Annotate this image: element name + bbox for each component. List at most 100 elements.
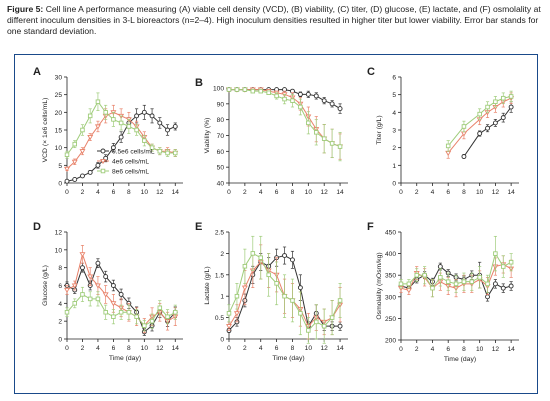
data-point [95,99,101,104]
data-point [80,173,85,179]
y-tick-label: 12 [55,230,63,237]
x-tick-label: 6 [446,346,450,353]
data-point [242,263,248,269]
series-3 [226,235,343,344]
x-axis-label: Time (day) [444,356,476,363]
data-point [438,275,443,280]
data-point [461,124,467,129]
y-tick-label: 0 [58,181,62,188]
data-point [173,150,178,156]
data-point [226,311,232,316]
y-tick-label: 50 [217,165,225,172]
x-tick-label: 2 [81,345,85,352]
data-point [157,120,163,126]
data-point [266,90,271,95]
y-tick-label: 20 [55,110,63,117]
figure-frame [14,54,538,394]
data-point [234,293,240,299]
data-point [266,272,271,278]
data-point [102,292,109,298]
x-tick-label: 10 [305,345,313,352]
data-point [493,99,498,104]
y-tick-label: 70 [217,133,225,140]
data-point [321,323,327,329]
panel-f: F 200 250 300 350 400 450 0 2 4 6 8 10 12 14 Time (day)… [367,221,519,363]
x-tick-label: 14 [172,189,180,196]
data-point [477,131,483,136]
data-point [64,152,70,157]
legend-marker [100,158,106,165]
x-tick-label: 12 [156,345,164,352]
data-point [500,285,506,291]
x-tick-label: 4 [431,346,435,353]
data-point [233,311,240,317]
x-tick-label: 12 [156,189,164,196]
series-3 [64,286,178,332]
data-point [142,323,147,328]
series-3 [398,235,514,298]
series-line [447,97,512,154]
x-tick-label: 0 [65,345,69,352]
data-point [329,315,335,320]
data-point [258,255,263,260]
x-tick-label: 14 [507,189,515,196]
data-point [445,279,451,284]
y-tick-label: 2 [58,319,62,326]
x-tick-label: 12 [492,346,500,353]
x-tick-label: 10 [476,189,484,196]
x-tick-label: 6 [112,189,116,196]
data-point [64,310,70,315]
data-point [111,117,116,122]
data-point [87,135,94,141]
legend-marker [100,148,106,154]
data-point [95,260,101,266]
data-point [508,283,514,289]
x-tick-label: 2 [243,345,247,352]
y-tick-label: 3 [392,128,396,135]
data-point [337,298,343,303]
data-point [165,127,170,133]
data-point [461,154,467,159]
data-point [290,298,295,303]
data-point [430,285,435,291]
x-tick-label: 2 [243,189,247,196]
y-tick-label: 5 [58,163,62,170]
x-tick-label: 2 [415,189,419,196]
series-3 [64,92,178,159]
x-tick-label: 4 [96,189,100,196]
data-point [79,252,86,258]
panel-letter: D [33,221,41,233]
data-point [149,113,155,119]
data-point [87,169,93,175]
data-point [80,265,85,271]
data-point [94,283,101,289]
series-3 [226,87,343,162]
y-tick-label: 8 [58,265,62,272]
data-point [141,109,147,115]
data-point [337,106,343,112]
data-point [290,257,295,263]
data-point [165,314,170,319]
y-tick-label: 0 [220,337,224,344]
x-tick-label: 10 [305,189,313,196]
data-point [298,104,303,110]
y-tick-label: 100 [213,86,224,93]
data-point [118,310,124,315]
data-point [126,310,132,315]
legend-marker [100,168,106,174]
x-tick-label: 0 [399,346,403,353]
data-point [398,281,404,287]
y-tick-label: 1 [392,163,396,170]
x-axis-label: Time (day) [272,355,304,362]
x-tick-label: 2 [81,189,85,196]
data-point [314,319,319,325]
data-point [134,314,139,319]
y-tick-label: 2 [392,145,396,152]
data-point [406,281,412,287]
y-tick-label: 0 [392,181,396,188]
x-tick-label: 4 [259,189,263,196]
data-point [80,127,85,133]
panel-e: E 0 0.5 1 1.5 2 2.5 0 2 4 6 8 10 12 14 Time (day) Lactat… [195,221,348,362]
data-point [477,275,482,280]
